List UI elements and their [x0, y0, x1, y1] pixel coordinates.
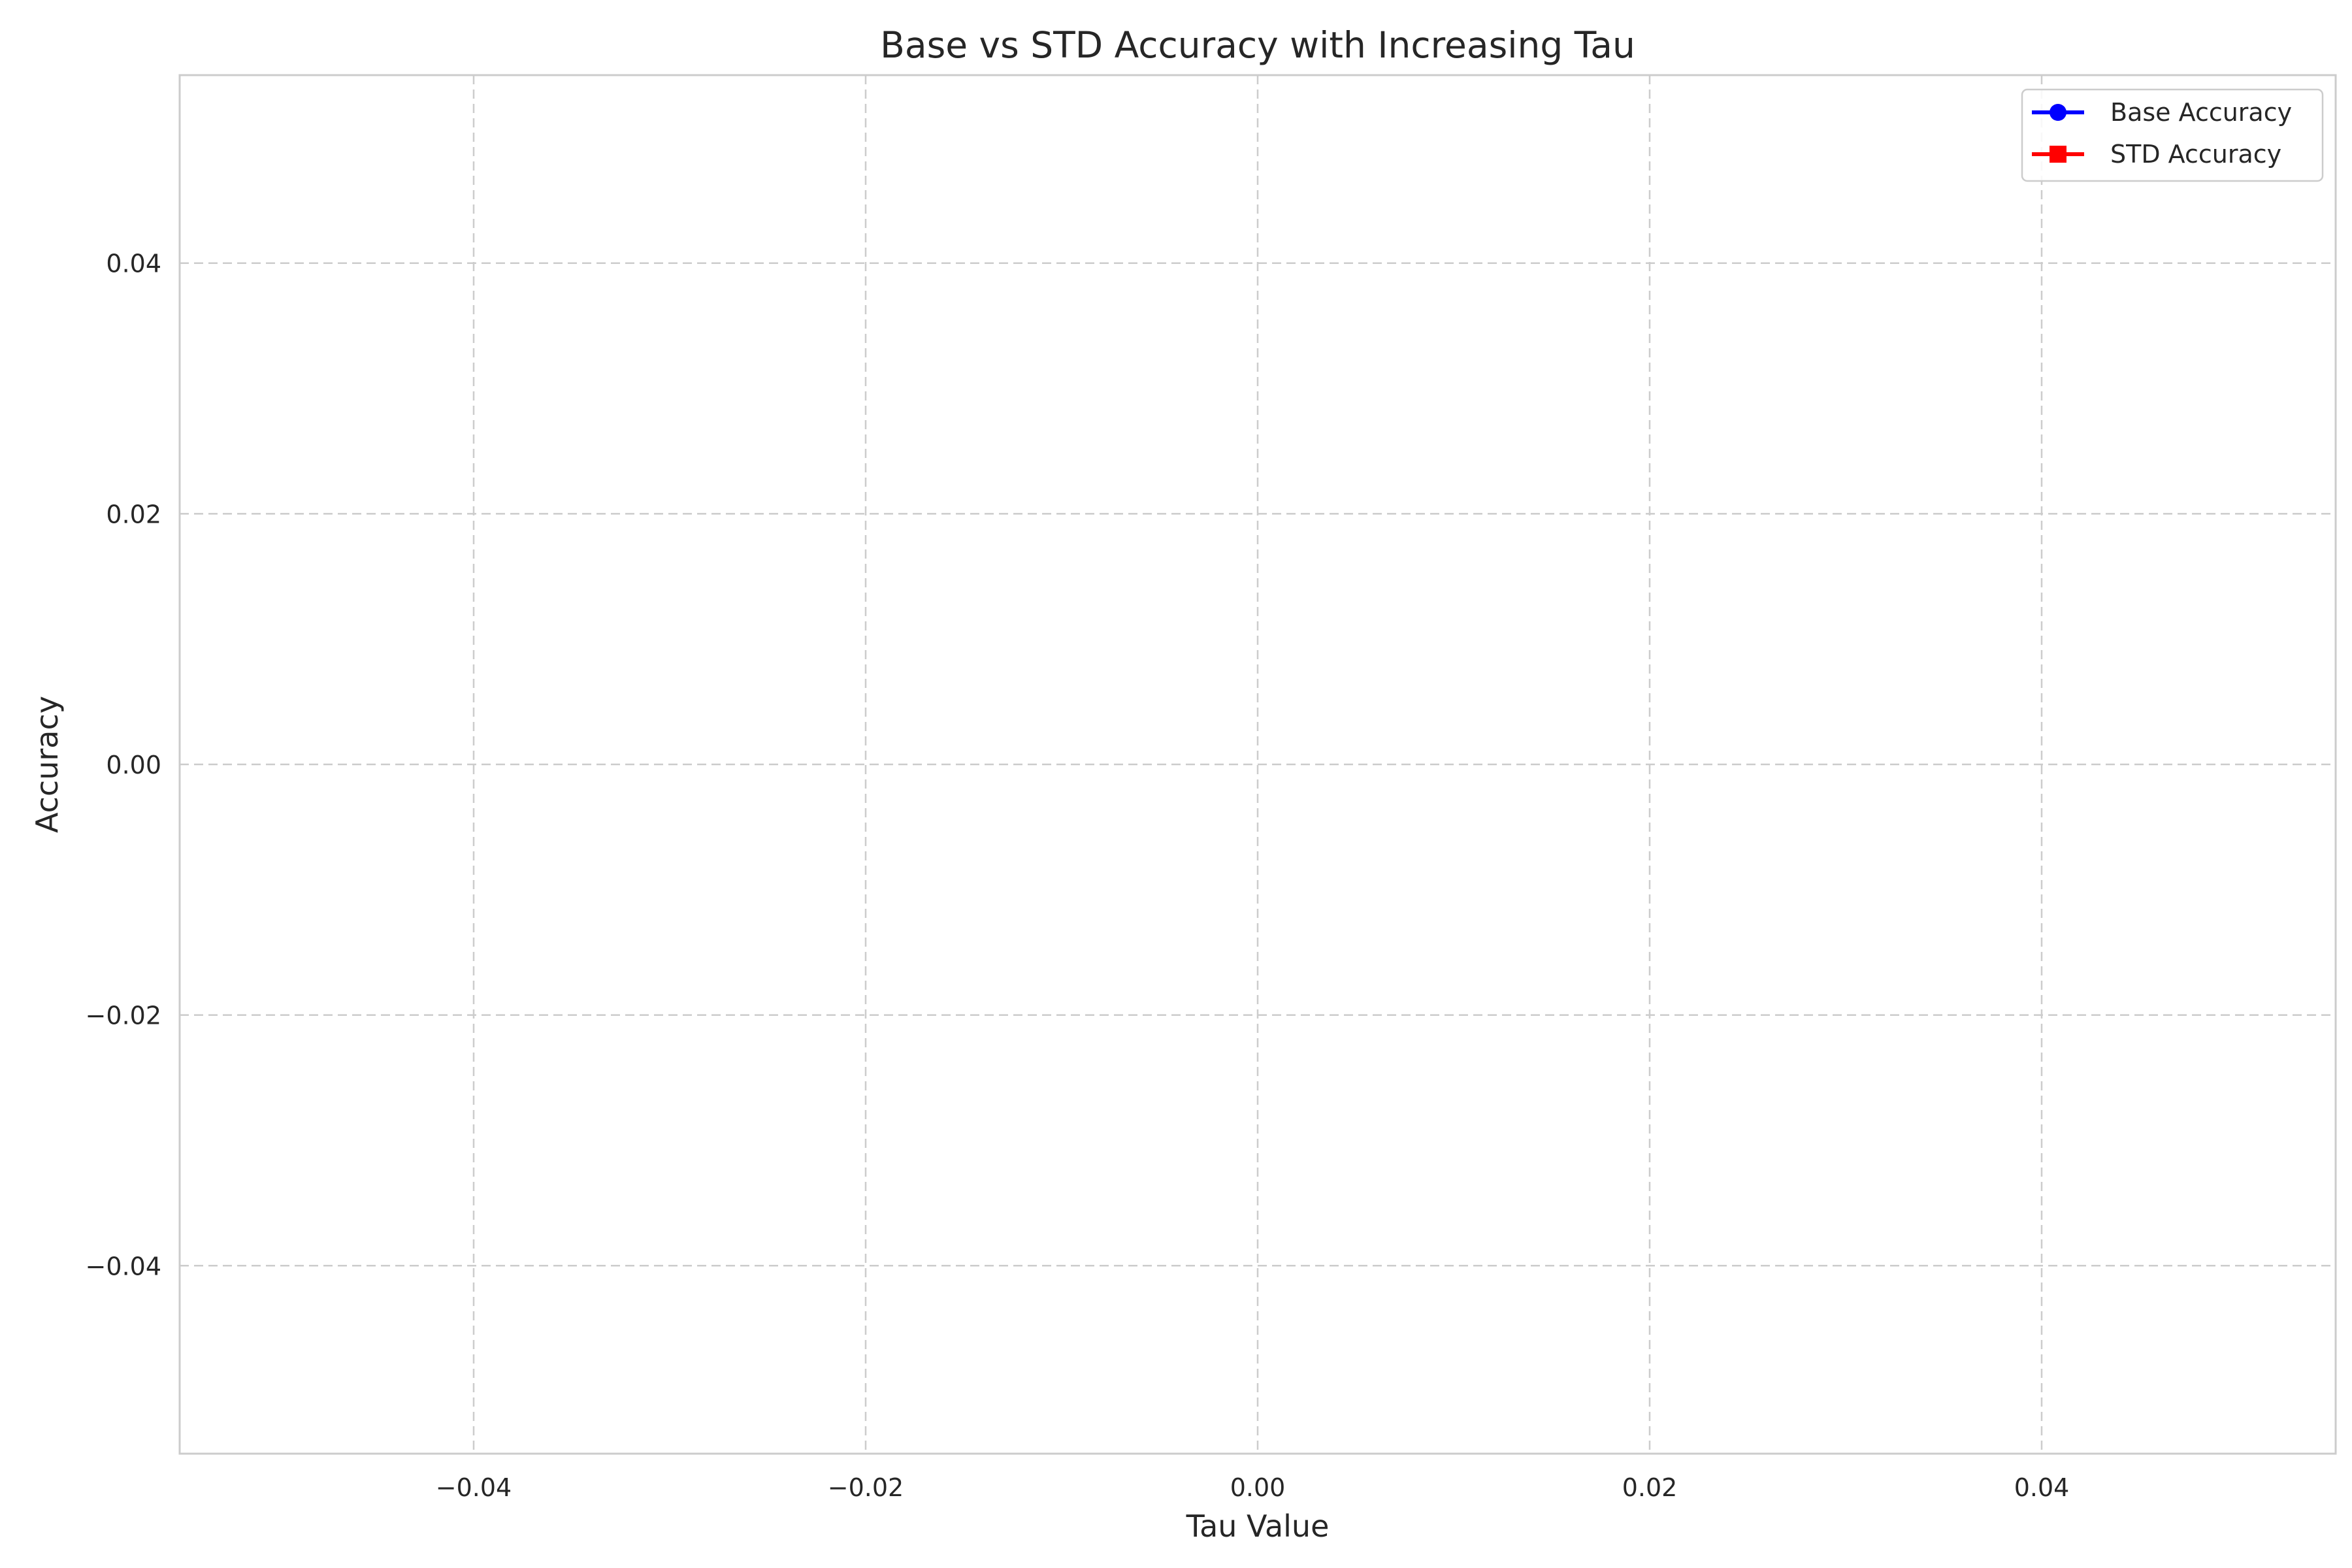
x-tick-label: −0.04 [436, 1473, 512, 1502]
legend-marker-circle [2050, 104, 2066, 121]
legend-entry-base-accuracy: Base Accuracy [2032, 98, 2292, 127]
y-axis-ticks: −0.04 −0.02 0.00 0.02 0.04 [86, 250, 161, 1281]
y-tick-label: 0.02 [106, 500, 161, 529]
legend-entry-std-accuracy: STD Accuracy [2032, 140, 2281, 169]
y-tick-label: −0.04 [86, 1252, 161, 1281]
x-axis-ticks: −0.04 −0.02 0.00 0.02 0.04 [436, 1473, 2070, 1502]
x-tick-label: 0.04 [2014, 1473, 2070, 1502]
y-tick-label: −0.02 [86, 1002, 161, 1030]
legend: Base Accuracy STD Accuracy [2021, 88, 2324, 182]
y-axis-label: Accuracy [29, 696, 65, 833]
legend-marker-square [2050, 146, 2066, 163]
legend-label-std-accuracy: STD Accuracy [2110, 140, 2281, 169]
x-axis-label: Tau Value [1186, 1509, 1330, 1544]
chart-title: Base vs STD Accuracy with Increasing Tau [880, 24, 1635, 66]
legend-label-base-accuracy: Base Accuracy [2110, 98, 2292, 127]
y-tick-label: 0.00 [106, 751, 161, 779]
grid [180, 75, 2336, 1454]
y-tick-label: 0.04 [106, 250, 161, 278]
x-tick-label: −0.02 [828, 1473, 904, 1502]
x-tick-label: 0.02 [1622, 1473, 1678, 1502]
plot-frame [178, 74, 2337, 1455]
legend-box [2021, 88, 2324, 182]
x-tick-label: 0.00 [1230, 1473, 1286, 1502]
